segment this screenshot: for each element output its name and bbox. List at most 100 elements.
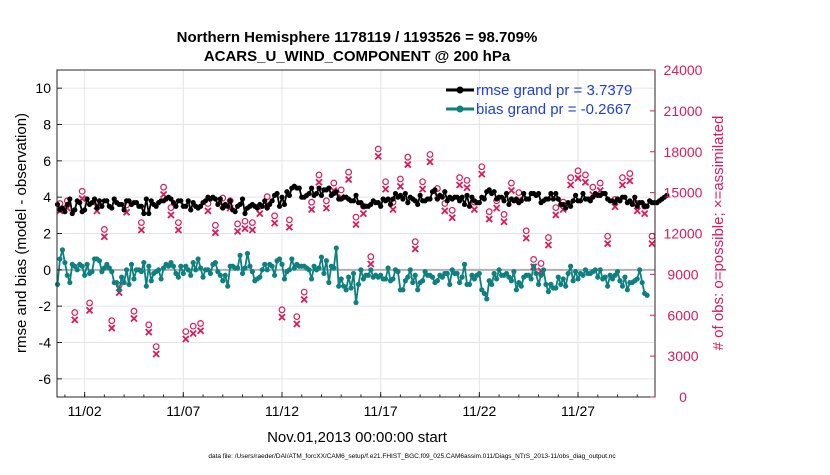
rmse-point — [568, 203, 574, 209]
rmse-point — [563, 205, 569, 211]
bias-point — [72, 263, 78, 269]
bias-point — [101, 265, 107, 271]
obs-possible-point — [86, 299, 93, 307]
bias-point — [336, 283, 342, 289]
obs-assimilated-point — [137, 226, 146, 234]
obs-assimilated-point — [581, 178, 590, 186]
bias-point — [79, 263, 85, 269]
bias-point — [476, 270, 482, 277]
obs-possible-point — [160, 183, 167, 191]
obs-possible-point — [234, 220, 241, 228]
y2-axis-ticks: 24000 21000 18000 15000 12000 9000 6000 3000 0 — [650, 62, 703, 405]
bias-point — [200, 274, 206, 280]
y-tick-label: 8 — [43, 117, 51, 133]
obs-possible-point — [78, 187, 86, 195]
rmse-point — [212, 196, 218, 202]
rmse-point — [220, 205, 226, 211]
obs-assimilated-point — [470, 205, 479, 214]
bias-point — [168, 259, 174, 266]
bias-point — [558, 281, 564, 287]
obs-possible-point — [308, 198, 315, 206]
rmse-point — [415, 201, 421, 208]
rmse-point — [279, 194, 285, 200]
bias-point — [412, 272, 418, 278]
obs-assimilated-point — [300, 295, 308, 304]
obs-assimilated-point — [71, 316, 79, 324]
bias-point — [469, 272, 475, 278]
bias-point — [570, 278, 576, 284]
bias-point — [170, 263, 177, 269]
obs-possible-point — [411, 238, 419, 246]
obs-assimilated-point — [478, 170, 486, 178]
bias-point — [104, 261, 110, 267]
y-tick-label: 6 — [43, 153, 51, 169]
rmse-point — [308, 185, 315, 191]
y-tick-label: 4 — [43, 189, 51, 205]
obs-assimilated-point — [145, 328, 153, 336]
obs-assimilated-point — [566, 181, 575, 189]
obs-possible-point — [367, 253, 375, 261]
rmse-point — [442, 189, 448, 195]
obs-assimilated-point — [507, 186, 516, 195]
x-tick-label: 11/17 — [364, 403, 398, 419]
rmse-point — [333, 189, 339, 195]
bias-point — [595, 274, 601, 280]
obs-possible-point — [404, 153, 412, 161]
rmse-point — [548, 190, 554, 197]
rmse-point — [316, 185, 322, 191]
obs-possible-point — [478, 163, 486, 171]
bias-point — [513, 287, 519, 293]
bias-point — [244, 250, 251, 257]
obs-assimilated-point — [315, 178, 323, 186]
rmse-point — [555, 196, 561, 202]
obs-assimilated-point — [108, 324, 116, 332]
rmse-point — [378, 203, 384, 209]
obs-possible-point — [330, 179, 338, 187]
y2-axis-label: # of obs: o=possible; ×=assimilated — [710, 116, 727, 351]
rmse-point — [59, 205, 66, 211]
bias-point — [64, 272, 70, 278]
rmse-point — [565, 200, 571, 206]
bias-point — [461, 261, 468, 267]
obs-assimilated-point — [211, 229, 220, 237]
chart-title: Northern Hemisphere 1178119 / 1193526 = … — [177, 29, 538, 46]
rmse-point — [202, 198, 209, 204]
bias-point — [439, 274, 445, 280]
bias-point — [503, 270, 510, 277]
rmse-point — [535, 190, 542, 197]
rmse-point — [622, 194, 628, 200]
obs-assimilated-point — [389, 205, 397, 214]
obs-possible-point — [241, 217, 249, 225]
obs-assimilated-point — [189, 329, 197, 338]
y2-tick-label: 24000 — [664, 62, 703, 78]
rmse-point — [286, 192, 292, 198]
bias-point — [548, 281, 554, 287]
rmse-point — [143, 196, 149, 202]
obs-possible-point — [189, 322, 197, 330]
rmse-point — [570, 198, 576, 204]
bias-point — [400, 287, 406, 293]
bias-point — [449, 267, 455, 273]
bias-point — [180, 270, 186, 277]
rmse-point — [644, 203, 650, 209]
bias-point — [543, 281, 549, 287]
obs-assimilated-point — [544, 241, 553, 249]
bias-point — [350, 270, 357, 277]
obs-possible-point — [108, 317, 116, 325]
bias-point — [193, 267, 199, 273]
bias-point — [175, 274, 181, 280]
obs-assimilated-point — [307, 205, 316, 214]
bias-point — [555, 274, 561, 280]
y2-tick-label: 0 — [679, 389, 687, 405]
y-tick-label: 2 — [43, 226, 51, 242]
bias-point — [116, 287, 122, 293]
rmse-point — [634, 203, 640, 209]
x-tick-label: 11/22 — [462, 403, 496, 419]
bias-point — [383, 276, 389, 282]
y-axis-ticks: 10 8 6 4 2 0 -2 -4 -6 — [35, 80, 62, 387]
rmse-point — [580, 190, 586, 197]
bias-point — [242, 265, 248, 271]
bias-point — [119, 274, 125, 280]
rmse-point — [281, 201, 288, 208]
